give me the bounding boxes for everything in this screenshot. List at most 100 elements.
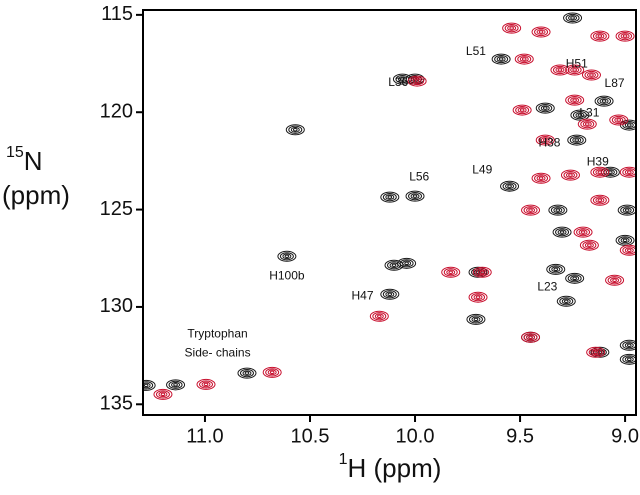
contour (618, 236, 633, 245)
contour (538, 176, 544, 180)
contour (555, 67, 565, 73)
contour (443, 268, 458, 277)
contour (514, 53, 534, 65)
peak (590, 166, 610, 178)
contour (624, 208, 630, 212)
contour (590, 30, 610, 42)
contour (407, 75, 427, 87)
contour (242, 370, 252, 376)
contour (158, 391, 168, 398)
peak (468, 291, 488, 303)
contour (239, 369, 254, 378)
contour (284, 254, 290, 259)
peak (407, 75, 427, 87)
contour (385, 194, 395, 200)
contour (540, 137, 550, 143)
contour (615, 30, 635, 42)
y-sup: 15 (6, 144, 24, 161)
contour (410, 76, 425, 86)
contour (526, 334, 536, 341)
contour (546, 263, 566, 275)
contour (404, 261, 409, 266)
contour (548, 204, 568, 216)
peak (605, 274, 625, 286)
contour (160, 392, 166, 397)
contour (582, 241, 597, 250)
contour (597, 97, 612, 106)
peak (565, 64, 585, 76)
contour (521, 204, 541, 216)
contour (521, 331, 541, 343)
contour (619, 166, 636, 178)
annotation: H47 (352, 288, 374, 302)
contour (143, 381, 154, 390)
plot-area (143, 12, 636, 400)
contour (277, 250, 297, 262)
peak (237, 367, 257, 379)
annotation: L31 (579, 105, 599, 119)
peak (619, 244, 636, 256)
annotation: Side- chains (185, 346, 251, 360)
contour (153, 388, 173, 400)
contour (593, 350, 598, 355)
contour (557, 68, 563, 72)
contour (567, 134, 587, 146)
contour (528, 208, 533, 212)
contour (612, 278, 617, 282)
peak (563, 12, 583, 24)
contour (380, 191, 400, 203)
contour (592, 31, 607, 41)
contour (626, 343, 632, 347)
contour (509, 26, 514, 30)
contour (559, 297, 574, 306)
contour (548, 265, 563, 274)
peak (546, 263, 566, 275)
contour (237, 367, 257, 379)
contour (552, 226, 572, 238)
contour (265, 368, 280, 377)
contour (620, 33, 630, 39)
contour (479, 270, 485, 274)
contour (471, 293, 486, 302)
peak (285, 124, 305, 136)
contour (550, 64, 570, 76)
contour (587, 243, 592, 247)
contour (622, 238, 628, 243)
contour (614, 117, 624, 123)
peak (565, 94, 585, 106)
contour (565, 172, 575, 178)
contour (441, 266, 461, 278)
annotation: H51 (566, 56, 588, 70)
contour (611, 115, 626, 125)
contour (523, 333, 538, 342)
contour (387, 195, 393, 199)
contour (553, 207, 563, 213)
contour (477, 269, 487, 276)
peak (491, 53, 511, 65)
contour (405, 190, 425, 202)
contour (504, 24, 519, 33)
peak (397, 257, 417, 269)
contour (384, 259, 404, 271)
peak (196, 378, 216, 390)
contour (282, 253, 292, 260)
peak (556, 295, 576, 307)
contour (584, 242, 594, 249)
peak (441, 266, 461, 278)
x-axis-title: 1H (ppm) (339, 451, 442, 483)
contour (610, 277, 620, 284)
contour (267, 369, 277, 376)
y-axis-title-line2: (ppm) (2, 180, 70, 210)
contour (285, 124, 305, 136)
contour (624, 342, 634, 349)
peak (615, 234, 635, 246)
annotation: L36 (388, 75, 408, 89)
contour (563, 12, 583, 24)
contour (412, 78, 422, 84)
contour (385, 291, 395, 298)
x-tick-label: 10.0 (396, 425, 435, 447)
contour (201, 381, 211, 388)
x-tick-label: 11.0 (186, 425, 223, 447)
peak (565, 272, 585, 284)
contour (617, 204, 636, 216)
